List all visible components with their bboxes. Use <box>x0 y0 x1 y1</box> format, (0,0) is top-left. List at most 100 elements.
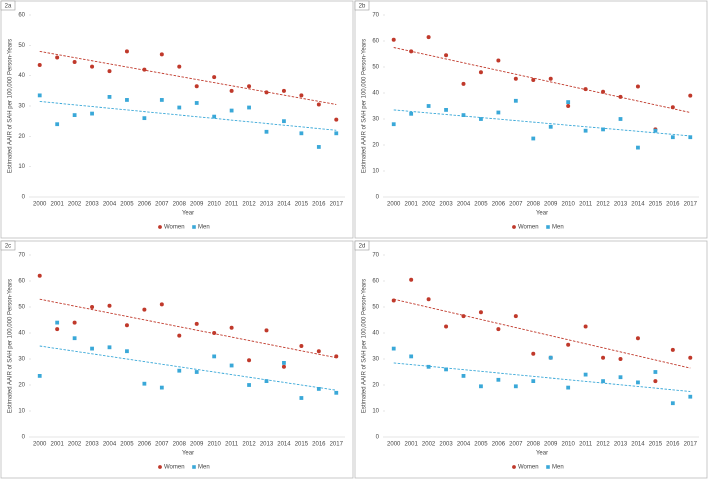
point <box>177 368 182 373</box>
y-tick-label: 10 <box>18 164 25 170</box>
point <box>90 64 95 69</box>
point <box>391 37 396 42</box>
point <box>264 90 269 95</box>
x-tick-label: 2007 <box>509 442 523 448</box>
point <box>247 358 252 363</box>
x-tick-label: 2012 <box>242 202 256 208</box>
point <box>334 117 339 122</box>
point <box>531 78 536 82</box>
x-tick-label: 2000 <box>387 442 401 448</box>
point <box>513 76 518 81</box>
legend-label: Women <box>518 225 539 231</box>
point <box>177 64 182 69</box>
y-tick-label: 60 <box>372 39 379 45</box>
y-tick-label: 40 <box>18 331 25 337</box>
x-tick-label: 2008 <box>173 202 187 208</box>
point <box>670 105 675 110</box>
y-tick-label: 60 <box>18 279 25 285</box>
x-tick-label: 2016 <box>666 442 680 448</box>
point <box>688 93 693 98</box>
point <box>409 277 414 282</box>
point <box>299 131 304 136</box>
point <box>334 131 339 136</box>
x-tick-label: 2001 <box>404 202 418 208</box>
point <box>90 111 94 116</box>
x-tick-label: 2004 <box>457 202 471 208</box>
y-tick-label: 40 <box>372 91 379 97</box>
x-tick-label: 2017 <box>684 442 698 448</box>
x-tick-label: 2007 <box>509 202 523 208</box>
x-tick-label: 2016 <box>312 442 326 448</box>
x-axis-title: Year <box>182 211 194 217</box>
x-tick-label: 2010 <box>207 202 221 208</box>
point <box>194 84 199 89</box>
x-tick-label: 2011 <box>225 442 239 448</box>
point <box>316 102 321 107</box>
x-axis-title: Year <box>536 211 548 217</box>
x-tick-label: 2004 <box>103 202 117 208</box>
point <box>316 349 321 354</box>
panel-label-box <box>354 240 370 251</box>
point <box>247 105 251 110</box>
panel-border <box>0 240 354 479</box>
x-tick-label: 2002 <box>422 442 436 448</box>
panel-border <box>0 0 354 239</box>
legend-marker <box>158 225 162 229</box>
point <box>90 305 95 309</box>
x-tick-label: 2013 <box>614 442 628 448</box>
y-axis-title: Estimated AAIR of SAH per 100,000 Person… <box>362 279 368 413</box>
point <box>55 320 60 325</box>
point <box>55 55 60 60</box>
point <box>55 327 60 332</box>
panel-label-box <box>0 240 16 251</box>
point <box>461 374 466 378</box>
point <box>212 354 217 359</box>
y-tick-label: 30 <box>18 104 25 110</box>
trend-line <box>39 298 337 359</box>
x-tick-label: 2005 <box>474 202 488 208</box>
y-tick-label: 50 <box>372 305 379 311</box>
point <box>229 325 234 330</box>
point <box>316 145 321 149</box>
point <box>194 370 199 374</box>
y-tick-label: 20 <box>18 134 25 140</box>
y-tick-label: 60 <box>18 13 25 19</box>
point <box>264 129 269 134</box>
point <box>159 98 164 102</box>
point <box>281 364 286 369</box>
legend-marker <box>512 225 516 229</box>
point <box>670 135 675 140</box>
x-axis-title: Year <box>182 451 194 457</box>
x-tick-label: 2006 <box>492 442 506 448</box>
y-tick-label: 50 <box>372 65 379 71</box>
point <box>177 105 182 110</box>
legend-label: Men <box>198 465 210 471</box>
x-tick-label: 2017 <box>330 442 344 448</box>
point <box>72 60 77 65</box>
legend-marker <box>512 465 516 469</box>
x-tick-label: 2001 <box>50 202 64 208</box>
point <box>212 75 217 80</box>
point <box>107 303 112 308</box>
panel: 2a 0 10 20 30 40 50 60 2000 2001 2002 2003 2004 2005 2… <box>0 0 354 239</box>
x-tick-label: 2009 <box>544 442 558 448</box>
point <box>670 347 675 352</box>
x-tick-label: 2006 <box>138 202 152 208</box>
point <box>334 390 339 395</box>
y-tick-label: 0 <box>22 435 26 441</box>
point <box>37 273 42 278</box>
point <box>601 379 605 383</box>
point <box>513 98 518 103</box>
x-tick-label: 2012 <box>596 442 610 448</box>
point <box>247 383 251 387</box>
point <box>247 84 252 89</box>
point <box>299 344 304 348</box>
x-tick-label: 2015 <box>295 202 309 208</box>
point <box>90 346 94 351</box>
y-tick-label: 0 <box>376 435 380 441</box>
point <box>478 70 483 75</box>
point <box>299 93 304 98</box>
x-tick-label: 2015 <box>649 202 663 208</box>
x-tick-label: 2003 <box>439 202 453 208</box>
point <box>548 355 553 360</box>
